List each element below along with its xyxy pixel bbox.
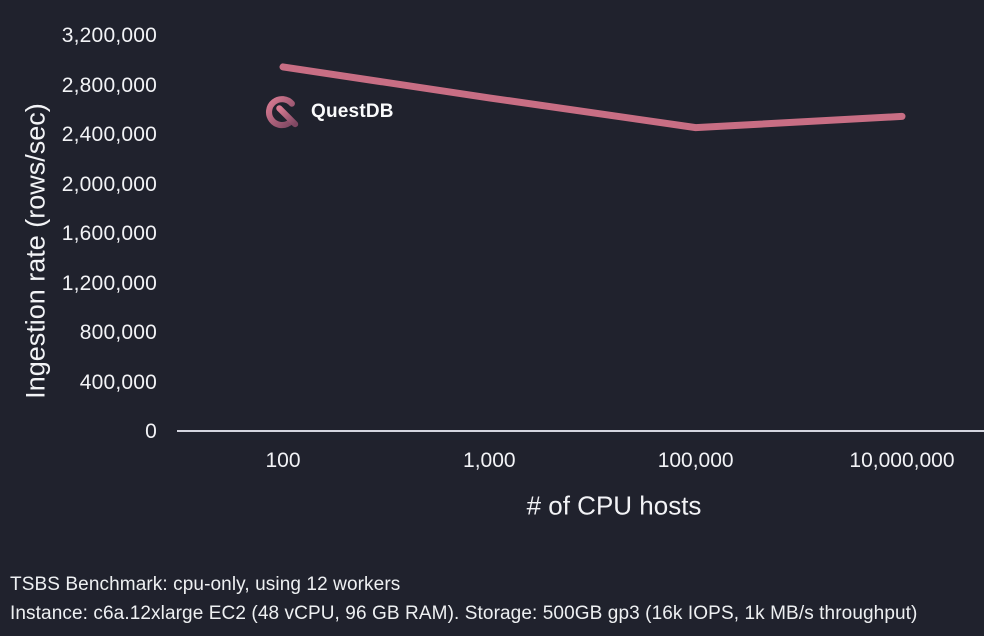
legend: QuestDB — [264, 93, 394, 131]
y-tick-label: 1,600,000 — [61, 222, 157, 245]
x-tick-label: 1,000 — [463, 449, 516, 472]
y-tick-label: 800,000 — [79, 321, 157, 344]
y-tick-label: 1,200,000 — [61, 271, 157, 295]
x-tick-label: 100 — [265, 449, 301, 472]
benchmark-notes: TSBS Benchmark: cpu-only, using 12 worke… — [10, 570, 917, 628]
y-axis-title: Ingestion rate (rows/sec) — [20, 103, 51, 399]
y-tick-label: 2,000,000 — [61, 172, 157, 196]
y-tick-label: 2,400,000 — [61, 123, 157, 146]
x-tick-label: 100,000 — [657, 449, 734, 472]
legend-label: QuestDB — [311, 101, 394, 122]
y-tick-label: 3,200,000 — [61, 24, 157, 47]
y-tick-label: 0 — [145, 420, 157, 443]
benchmark-note-line2: Instance: c6a.12xlarge EC2 (48 vCPU, 96 … — [10, 603, 918, 624]
x-tick-label: 10,000,000 — [849, 449, 955, 472]
x-axis-title: # of CPU hosts — [526, 490, 702, 521]
y-tick-label: 400,000 — [79, 370, 157, 394]
y-tick-label: 2,800,000 — [61, 73, 157, 97]
series-line-questdb — [279, 63, 906, 132]
questdb-logo-icon — [264, 93, 302, 131]
benchmark-note-line1: TSBS Benchmark: cpu-only, using 12 worke… — [10, 574, 401, 595]
